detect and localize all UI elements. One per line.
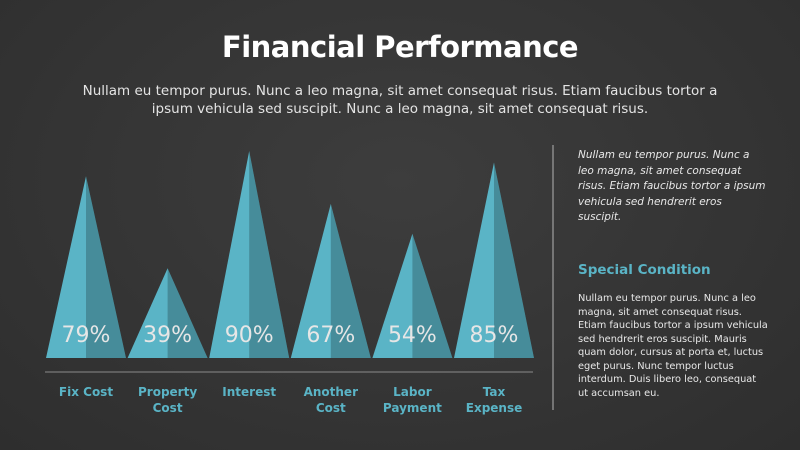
category-label: Another Cost [303,385,358,415]
value-label: 79% [62,323,111,348]
value-label: 90% [225,323,274,348]
category-label: Labor Payment [382,385,442,415]
value-label: 85% [470,323,519,348]
subtitle: Nullam eu tempor purus. Nunc a leo magna… [82,83,718,117]
pyramid [454,162,534,358]
value-label: 67% [306,323,355,348]
category-label: Tax Expense [465,385,523,415]
pyramid [290,203,371,358]
title: Financial Performance [221,30,579,64]
value-label: 39% [143,323,192,348]
pyramid [127,268,208,358]
category-label: Fix Cost [58,385,114,399]
pyramid [209,151,290,358]
sidebar-intro: Nullam eu tempor purus. Nunc a leo magna… [578,149,766,223]
pyramid-shade [249,151,290,358]
value-label: 54% [388,323,437,348]
pyramid [372,233,453,358]
category-label: Interest [222,385,277,399]
sidebar-heading: Special Condition [578,262,711,278]
category-label: Property Cost [138,385,198,415]
pyramid-shade [494,162,534,358]
pyramid-shade [412,233,453,358]
sidebar-body: Nullam eu tempor purus. Nunc a leo magna… [578,293,768,399]
pyramid [46,176,126,358]
pyramid-shade [86,176,126,358]
pyramid-shade [330,203,371,358]
pyramid-shade [167,268,208,358]
